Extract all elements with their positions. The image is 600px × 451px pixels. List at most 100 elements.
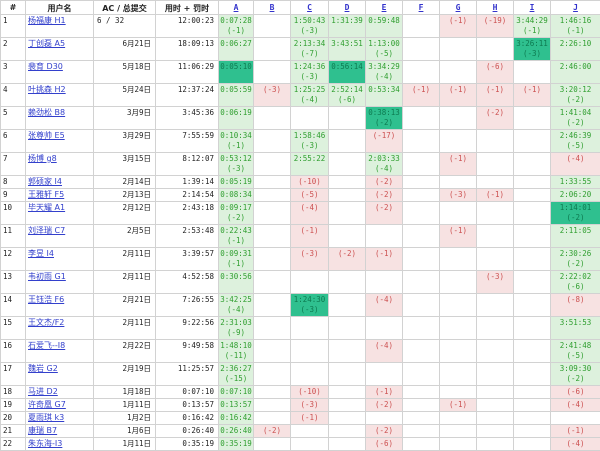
problem-link-F[interactable]: F xyxy=(419,3,424,12)
problem-column-header-E[interactable]: E xyxy=(366,1,403,15)
problem-link-D[interactable]: D xyxy=(345,3,350,12)
user-link[interactable]: 毕天耀 A1 xyxy=(28,203,65,212)
rank-cell: 18 xyxy=(1,386,26,399)
total-time-cell: 12:37:24 xyxy=(156,84,219,107)
penalty-count: (-3) xyxy=(477,272,513,282)
problem-cell-B xyxy=(254,386,291,399)
problem-cell-B xyxy=(254,189,291,202)
problem-cell-J: 2:46:00 xyxy=(551,61,600,84)
user-link[interactable]: 马进 D2 xyxy=(28,387,58,396)
problem-cell-J xyxy=(551,412,600,425)
penalty-count: (-3) xyxy=(291,26,328,36)
problem-link-J[interactable]: J xyxy=(573,3,578,12)
user-link[interactable]: 李昱 I4 xyxy=(28,249,54,258)
solve-time: 2:31:03 xyxy=(219,318,253,328)
problem-cell-A: 0:06:27 xyxy=(219,38,254,61)
user-link[interactable]: 赖劲松 B8 xyxy=(28,108,65,117)
problem-cell-A: 1:48:10(-11) xyxy=(219,340,254,363)
user-link[interactable]: 石爱飞--I8 xyxy=(28,341,65,350)
user-link[interactable]: 魏岩 G2 xyxy=(28,364,58,373)
problem-link-E[interactable]: E xyxy=(382,3,387,12)
problem-link-A[interactable]: A xyxy=(234,3,239,12)
problem-column-header-H[interactable]: H xyxy=(477,1,514,15)
user-link[interactable]: 康瑞 B7 xyxy=(28,426,57,435)
rank-cell: 3 xyxy=(1,61,26,84)
solve-time: 2:26:10 xyxy=(551,39,600,49)
problem-column-header-D[interactable]: D xyxy=(329,1,366,15)
problem-column-header-I[interactable]: I xyxy=(514,1,551,15)
problem-column-header-C[interactable]: C xyxy=(291,1,329,15)
penalty-count: (-2) xyxy=(551,118,600,128)
problem-cell-G xyxy=(440,363,477,386)
rank-cell: 6 xyxy=(1,130,26,153)
problem-cell-D xyxy=(329,425,366,438)
problem-cell-E: (-2) xyxy=(366,189,403,202)
solve-time: 0:07:28 xyxy=(219,16,253,26)
problem-cell-F xyxy=(403,438,440,451)
penalty-count: (-4) xyxy=(551,439,600,449)
user-link[interactable]: 王钰浩 F6 xyxy=(28,295,64,304)
problem-link-G[interactable]: G xyxy=(456,3,461,12)
user-link[interactable]: 王文杰/F2 xyxy=(28,318,64,327)
problem-cell-H xyxy=(477,176,514,189)
rank-cell: 11 xyxy=(1,225,26,248)
problem-column-header-G[interactable]: G xyxy=(440,1,477,15)
problem-cell-B xyxy=(254,248,291,271)
rank-column-header: # xyxy=(1,1,26,15)
user-link[interactable]: 王雅轩 F5 xyxy=(28,190,64,199)
total-time-cell: 2:43:18 xyxy=(156,202,219,225)
solve-time: 3:44:29 xyxy=(514,16,550,26)
rank-cell: 19 xyxy=(1,399,26,412)
solve-time: 0:06:19 xyxy=(219,108,253,118)
penalty-count: (-4) xyxy=(291,95,328,105)
user-link[interactable]: 杨博 g8 xyxy=(28,154,57,163)
user-link[interactable]: 郭硕家 I4 xyxy=(28,177,62,186)
problem-cell-J: 2:26:10 xyxy=(551,38,600,61)
user-link[interactable]: 许奇凰 G7 xyxy=(28,400,66,409)
user-link[interactable]: 韦初雨 G1 xyxy=(28,272,66,281)
penalty-count: (-2) xyxy=(254,426,290,436)
problem-cell-J: (-4) xyxy=(551,399,600,412)
problem-cell-E xyxy=(366,363,403,386)
user-link[interactable]: 张尊帅 E5 xyxy=(28,131,65,140)
total-time-cell: 1:39:14 xyxy=(156,176,219,189)
user-link[interactable]: 裴育 D30 xyxy=(28,62,63,71)
problem-column-header-A[interactable]: A xyxy=(219,1,254,15)
problem-cell-F xyxy=(403,294,440,317)
problem-link-I[interactable]: I xyxy=(530,3,535,12)
solve-time: 0:05:59 xyxy=(219,85,253,95)
user-link[interactable]: 叶挑森 H2 xyxy=(28,85,66,94)
user-link[interactable]: 夏雨琪 k3 xyxy=(28,413,64,422)
penalty-count: (-2) xyxy=(329,249,365,259)
problem-cell-F xyxy=(403,38,440,61)
total-time-cell: 2:53:48 xyxy=(156,225,219,248)
problem-cell-A: 0:26:40 xyxy=(219,425,254,438)
solve-time: 0:13:57 xyxy=(219,400,253,410)
problem-link-C[interactable]: C xyxy=(307,3,312,12)
problem-link-H[interactable]: H xyxy=(493,3,498,12)
user-link[interactable]: 丁创磊 A5 xyxy=(28,39,65,48)
problem-cell-A: 0:35:19 xyxy=(219,438,254,451)
problem-cell-I xyxy=(514,248,551,271)
problem-column-header-F[interactable]: F xyxy=(403,1,440,15)
submissions-cell: 5月24日 xyxy=(94,84,156,107)
problem-cell-J: 2:11:05 xyxy=(551,225,600,248)
user-cell: 王雅轩 F5 xyxy=(26,189,94,202)
user-link[interactable]: 刘泽瑞 C7 xyxy=(28,226,65,235)
problem-cell-I xyxy=(514,61,551,84)
user-link[interactable]: 朱东海-I3 xyxy=(28,439,62,448)
problem-cell-C xyxy=(291,271,329,294)
problem-cell-J: (-1) xyxy=(551,425,600,438)
problem-column-header-J[interactable]: J xyxy=(551,1,600,15)
problem-column-header-B[interactable]: B xyxy=(254,1,291,15)
penalty-count: (-1) xyxy=(551,426,600,436)
user-link[interactable]: 杨福康 H1 xyxy=(28,16,66,25)
problem-link-B[interactable]: B xyxy=(270,3,275,12)
submissions-cell: 2月11日 xyxy=(94,271,156,294)
problem-cell-D xyxy=(329,107,366,130)
problem-cell-H: (-1) xyxy=(477,189,514,202)
problem-cell-C: (-1) xyxy=(291,225,329,248)
